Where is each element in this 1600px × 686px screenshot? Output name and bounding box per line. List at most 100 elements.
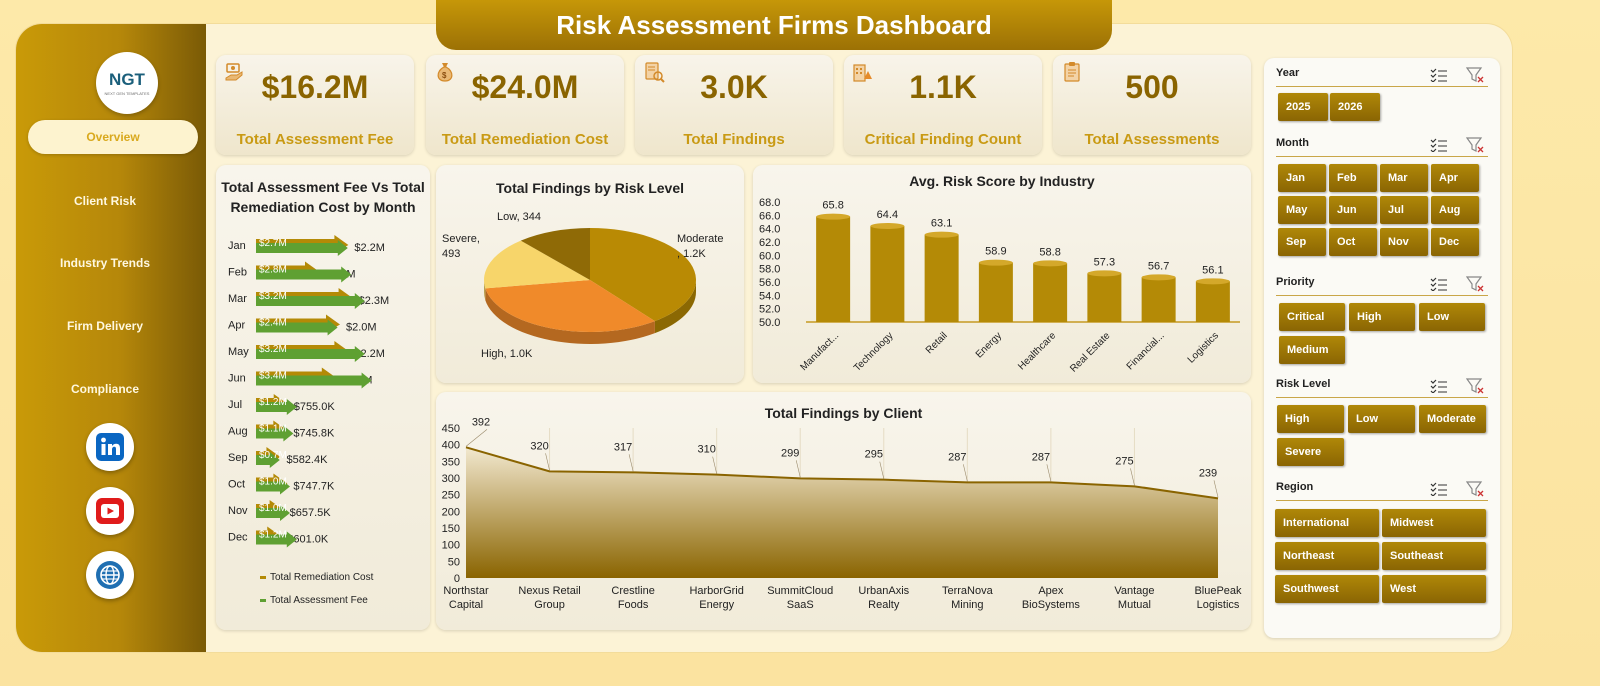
filter-heading: Month bbox=[1276, 137, 1309, 149]
y-tick-label: 100 bbox=[442, 540, 460, 552]
filter-option[interactable]: Northeast bbox=[1275, 542, 1379, 570]
filter-option[interactable]: Nov bbox=[1380, 228, 1428, 256]
month-label: Nov bbox=[228, 505, 248, 517]
x-tick-label: SummitCloud bbox=[767, 585, 833, 597]
filter-option[interactable]: Dec bbox=[1431, 228, 1479, 256]
x-tick-label: Financial... bbox=[1125, 330, 1167, 372]
pie-data-label: High, 1.0K bbox=[481, 348, 533, 360]
multi-select-icon[interactable] bbox=[1430, 379, 1448, 393]
industry-bar-chart: 50.052.0 54.056.058.0 60.062.064.0 66.068.0… bbox=[759, 197, 1240, 375]
filter-option[interactable]: Severe bbox=[1277, 438, 1344, 466]
assessment-fee-arrow bbox=[256, 531, 297, 548]
filter-option[interactable]: Southwest bbox=[1275, 575, 1379, 603]
assessment-fee-label: $2.4M bbox=[259, 318, 287, 329]
x-tick-label: Real Estate bbox=[1068, 330, 1113, 375]
website-button[interactable] bbox=[86, 551, 134, 599]
linkedin-button[interactable] bbox=[86, 423, 134, 471]
month-label: Mar bbox=[228, 293, 247, 305]
month-label: Dec bbox=[228, 532, 248, 544]
nav-overview[interactable]: Overview bbox=[28, 120, 198, 154]
filter-option[interactable]: Aug bbox=[1431, 196, 1479, 224]
remediation-cost-label: $2.2M bbox=[354, 242, 385, 254]
y-tick-label: 58.0 bbox=[759, 264, 780, 276]
multi-select-icon[interactable] bbox=[1430, 68, 1448, 82]
filter-option[interactable]: West bbox=[1382, 575, 1486, 603]
filter-option[interactable]: Mar bbox=[1380, 164, 1428, 192]
clear-filter-icon[interactable] bbox=[1466, 276, 1484, 292]
filter-option[interactable]: Feb bbox=[1329, 164, 1377, 192]
assessment-fee-arrow bbox=[256, 452, 280, 468]
filter-option[interactable]: Midwest bbox=[1382, 509, 1486, 537]
filter-option[interactable]: May bbox=[1278, 196, 1326, 224]
filter-option[interactable]: Jan bbox=[1278, 164, 1326, 192]
bar-data-label: 58.8 bbox=[1039, 246, 1060, 258]
clear-filter-icon[interactable] bbox=[1466, 67, 1484, 83]
month-label: Oct bbox=[228, 479, 245, 491]
filter-option[interactable]: High bbox=[1277, 405, 1344, 433]
clear-filter-icon[interactable] bbox=[1466, 378, 1484, 394]
assessment-fee-arrow bbox=[256, 505, 290, 521]
assessment-fee-arrow bbox=[256, 425, 294, 442]
y-tick-label: 350 bbox=[442, 456, 460, 468]
industry-bar-top bbox=[1033, 260, 1068, 267]
filter-option[interactable]: Low bbox=[1348, 405, 1415, 433]
filter-option[interactable]: Jul bbox=[1380, 196, 1428, 224]
kpi-label: Total Assessments bbox=[1084, 131, 1220, 148]
filter-option[interactable]: Apr bbox=[1431, 164, 1479, 192]
kpi-value: 3.0K bbox=[700, 69, 768, 105]
multi-select-icon[interactable] bbox=[1430, 138, 1448, 152]
filter-option[interactable]: Moderate bbox=[1419, 405, 1486, 433]
youtube-button[interactable] bbox=[86, 487, 134, 535]
remediation-cost-label: $745.8K bbox=[293, 428, 335, 440]
y-tick-label: 52.0 bbox=[759, 304, 780, 316]
clear-filter-icon[interactable] bbox=[1466, 481, 1484, 497]
pie-slice-side bbox=[484, 280, 486, 301]
filter-option[interactable]: Medium bbox=[1279, 336, 1345, 364]
nav-firm-delivery[interactable]: Firm Delivery bbox=[66, 319, 144, 333]
data-label-leader bbox=[545, 453, 550, 471]
x-tick-label: Manufact... bbox=[798, 330, 841, 373]
kpi-total-findings: 3.0K Total Findings bbox=[635, 55, 833, 155]
x-tick-label: BluePeak bbox=[1194, 585, 1242, 597]
industry-panel: Avg. Risk Score by Industry 50.0 52.0 54.0… bbox=[753, 165, 1251, 383]
remediation-cost-label: $2.3M bbox=[359, 295, 390, 307]
x-tick-label: Vantage bbox=[1114, 585, 1154, 597]
multi-select-icon[interactable] bbox=[1430, 482, 1448, 496]
filter-option[interactable]: 2025 bbox=[1278, 93, 1328, 121]
nav-client-risk[interactable]: Client Risk bbox=[73, 194, 136, 208]
x-tick-label: BioSystems bbox=[1022, 599, 1081, 611]
filter-heading: Year bbox=[1276, 67, 1300, 79]
assessment-fee-arrow bbox=[256, 293, 365, 309]
filter-option[interactable]: High bbox=[1349, 303, 1415, 331]
x-tick-label: Apex bbox=[1038, 585, 1064, 597]
multi-select-icon[interactable] bbox=[1430, 277, 1448, 291]
linkedin-icon bbox=[96, 433, 124, 461]
kpi-value: $24.0M bbox=[471, 69, 579, 105]
x-tick-label: Capital bbox=[449, 599, 483, 611]
y-tick-label: 54.0 bbox=[759, 290, 780, 302]
data-label-leader bbox=[712, 456, 717, 474]
x-tick-label: Northstar bbox=[443, 585, 489, 597]
kpi-total-assessments: 500 Total Assessments bbox=[1053, 55, 1251, 155]
clear-filter-icon[interactable] bbox=[1466, 137, 1484, 153]
legend-assessment-fee: Total Assessment Fee bbox=[270, 595, 368, 606]
y-tick-label: 50.0 bbox=[759, 317, 780, 329]
remediation-cost-label: $601.0K bbox=[287, 534, 329, 546]
assessment-fee-arrow bbox=[256, 240, 348, 256]
nav-compliance[interactable]: Compliance bbox=[70, 382, 139, 396]
filter-option[interactable]: Jun bbox=[1329, 196, 1377, 224]
kpi-label: Total Remediation Cost bbox=[441, 131, 609, 148]
x-tick-label: Retail bbox=[924, 330, 950, 356]
filter-option[interactable]: 2026 bbox=[1330, 93, 1380, 121]
filter-option[interactable]: Critical bbox=[1279, 303, 1345, 331]
filter-option[interactable]: Oct bbox=[1329, 228, 1377, 256]
filter-option[interactable]: Southeast bbox=[1382, 542, 1486, 570]
filter-option[interactable]: International bbox=[1275, 509, 1379, 537]
assessment-fee-arrow bbox=[256, 399, 297, 415]
y-tick-label: 60.0 bbox=[759, 250, 780, 262]
nav-industry-trends[interactable]: Industry Trends bbox=[59, 256, 151, 270]
filter-option[interactable]: Low bbox=[1419, 303, 1485, 331]
y-tick-label: 50 bbox=[448, 556, 460, 568]
month-label: Sep bbox=[228, 452, 248, 464]
filter-option[interactable]: Sep bbox=[1278, 228, 1326, 256]
